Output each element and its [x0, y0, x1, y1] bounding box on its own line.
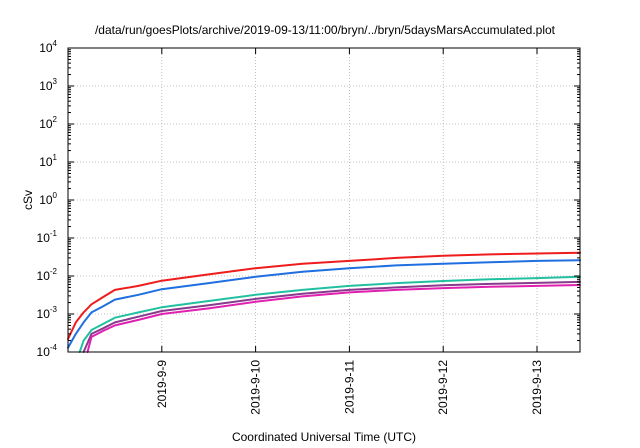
- series-line: [67, 259, 581, 349]
- series-line: [86, 284, 581, 353]
- chart-title: /data/run/goesPlots/archive/2019-09-13/1…: [95, 23, 556, 37]
- series-line: [82, 280, 581, 353]
- x-tick-label: 2019-9-12: [436, 360, 450, 415]
- y-tick-label: 101: [39, 153, 57, 169]
- series-line: [78, 275, 581, 353]
- y-axis-label: cSv: [21, 190, 35, 210]
- x-tick-label: 2019-9-11: [342, 360, 356, 414]
- y-axis: 10-4 10-3 10-2 10-1 100 101 102 103 104: [37, 39, 580, 359]
- x-tick-label: 2019-9-13: [530, 360, 544, 415]
- y-tick-label: 104: [39, 39, 57, 55]
- y-tick-label: 10-4: [37, 343, 58, 359]
- series-layer: [67, 251, 581, 353]
- y-tick-label: 103: [39, 77, 57, 93]
- y-tick-label: 10-2: [37, 267, 58, 283]
- y-tick-label: 102: [39, 115, 57, 131]
- x-axis-label: Coordinated Universal Time (UTC): [232, 430, 416, 444]
- x-axis: 2019-9-9 2019-9-10 2019-9-11 2019-9-12 2019-…: [155, 48, 544, 415]
- grid: [68, 48, 580, 352]
- x-tick-label: 2019-9-9: [155, 360, 169, 408]
- y-tick-label: 10-1: [37, 229, 58, 245]
- x-tick-label: 2019-9-10: [249, 360, 263, 415]
- y-tick-label: 100: [39, 191, 57, 207]
- y-tick-label: 10-3: [37, 305, 58, 321]
- series-line: [67, 251, 581, 340]
